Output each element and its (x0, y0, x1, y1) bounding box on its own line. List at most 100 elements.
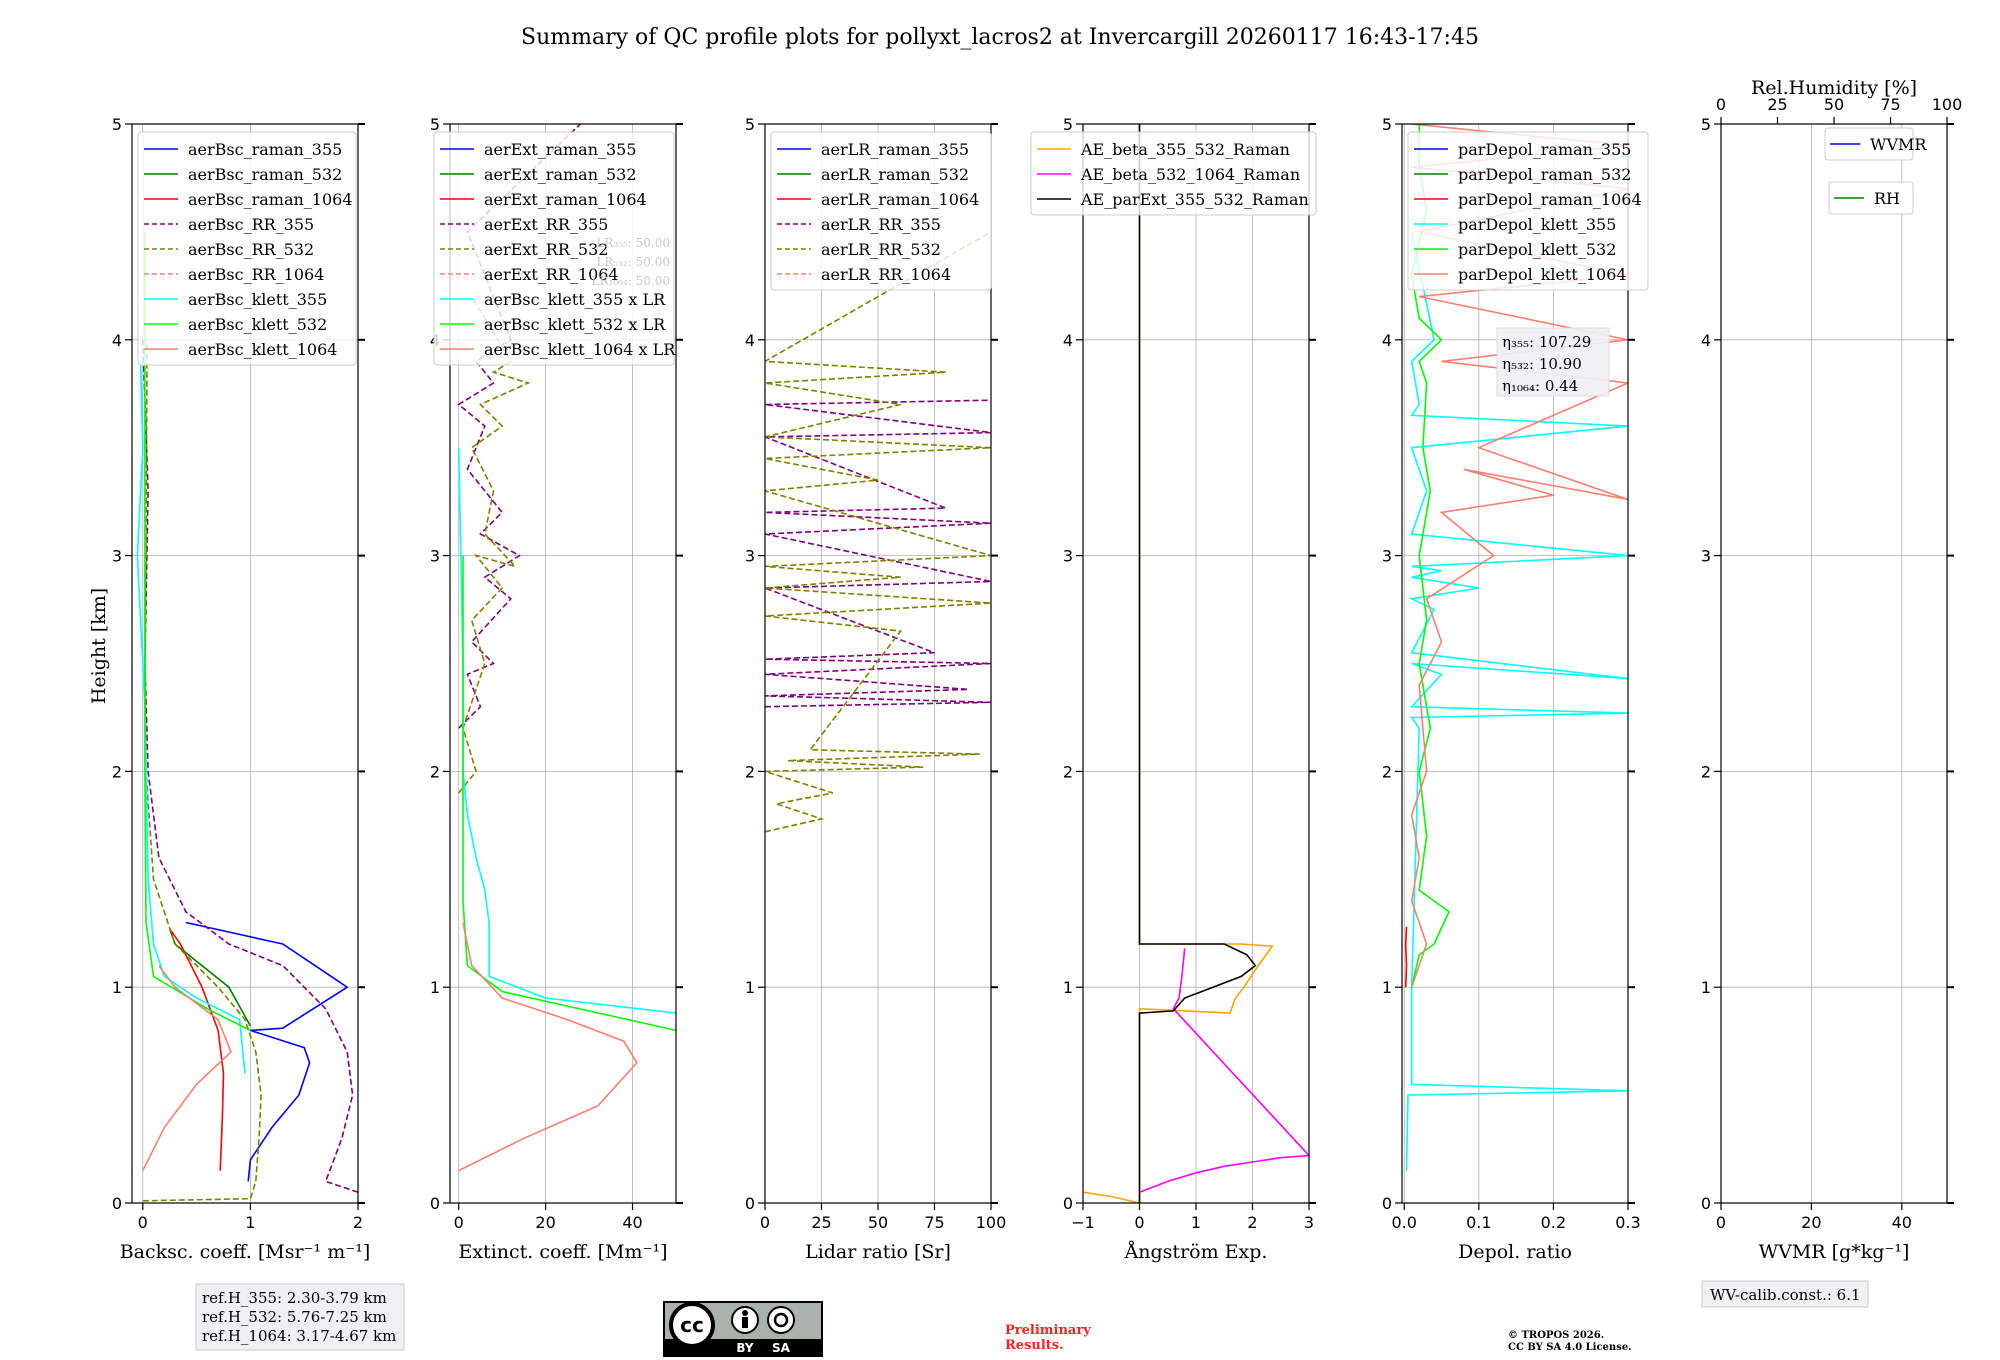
y-tick-label: 2 (1382, 762, 1392, 781)
legend-label: aerLR_raman_532 (821, 165, 969, 184)
x-tick-label: 40 (1892, 1213, 1912, 1232)
y-tick-label: 5 (112, 115, 122, 134)
legend-label: parDepol_raman_355 (1458, 140, 1631, 159)
top-x-tick-label: 75 (1880, 95, 1900, 114)
y-tick-label: 1 (1701, 978, 1711, 997)
y-tick-label: 1 (1382, 978, 1392, 997)
series-aerbsc-raman-1064 (169, 928, 225, 1171)
legend-label: parDepol_raman_1064 (1458, 190, 1642, 209)
x-tick-label: 2 (353, 1213, 363, 1232)
y-tick-label: 5 (1382, 115, 1392, 134)
legend-label: aerExt_RR_532 (484, 240, 608, 259)
y-tick-label: 0 (430, 1194, 440, 1213)
legend-label: aerBsc_RR_355 (188, 215, 314, 234)
y-tick-label: 2 (1063, 762, 1073, 781)
lr-note: LR₅₃₂: 50.00 (596, 255, 670, 269)
copyright-line1: © TROPOS 2026. (1508, 1330, 1604, 1341)
legend-label: AE_beta_355_532_Raman (1080, 140, 1290, 159)
legend-label: aerBsc_klett_355 (188, 290, 327, 309)
ref-height-532: ref.H_532: 5.76-7.25 km (202, 1308, 387, 1326)
legend-label: parDepol_raman_532 (1458, 165, 1631, 184)
panel-wvmr: 0 20 40 0 1 2 3 4 5 WVMR [g*kg⁻¹] 0 25 50 75 100 Rel.Hu… (1701, 77, 1962, 1263)
series-ae-beta-532-1064-raman (1139, 948, 1309, 1193)
y-tick-label: 5 (745, 115, 755, 134)
legend-label: aerBsc_klett_1064 x LR (484, 340, 676, 359)
cc-logo-text: cc (680, 1313, 704, 1337)
axes-frame (449, 123, 677, 1204)
y-tick-label: 0 (1063, 1194, 1073, 1213)
legend-label: aerLR_raman_1064 (821, 190, 979, 209)
x-tick-label: 40 (622, 1213, 642, 1232)
ref-height-1064: ref.H_1064: 3.17-4.67 km (202, 1327, 396, 1345)
x-tick-label: 0 (1134, 1213, 1144, 1232)
legend-label: aerLR_RR_532 (821, 240, 941, 259)
y-tick-label: 1 (1063, 978, 1073, 997)
y-tick-label: 3 (430, 547, 440, 566)
y-tick-label: 4 (745, 331, 755, 350)
y-tick-label: 2 (1701, 762, 1711, 781)
eta-box (1496, 327, 1610, 397)
series-aerlr-rr-355 (765, 399, 991, 708)
x-tick-label: 0 (138, 1213, 148, 1232)
y-tick-label: 2 (745, 762, 755, 781)
legend-label: AE_beta_532_1064_Raman (1080, 165, 1300, 184)
axes-frame (1720, 123, 1948, 1204)
y-tick-label: 4 (112, 331, 122, 350)
panel-depol: 0.0 0.1 0.2 0.3 0 1 2 3 4 5 Depol. ratio parDepol_r… (1382, 115, 1649, 1263)
x-tick-label: 0.1 (1466, 1213, 1491, 1232)
top-x-tick-label: 0 (1716, 95, 1726, 114)
legend-box (433, 131, 675, 366)
x-tick-label: 0.3 (1615, 1213, 1640, 1232)
top-x-tick-label: 25 (1767, 95, 1787, 114)
legend-label: aerBsc_klett_532 x LR (484, 315, 666, 334)
y-tick-label: 3 (1701, 547, 1711, 566)
y-tick-label: 0 (1382, 1194, 1392, 1213)
series-aerbsc-klett-355 (136, 361, 246, 1074)
sa-share-icon (767, 1306, 795, 1334)
y-tick-label: 2 (112, 762, 122, 781)
legend-label: aerLR_raman_355 (821, 140, 969, 159)
legend-box (770, 131, 992, 291)
eta-note: η₅₃₂: 10.90 (1502, 355, 1582, 373)
series-aerlr-rr-532 (765, 231, 991, 833)
panel-lidar_ratio: 0 25 50 75 100 0 1 2 3 4 5 Lidar ratio [Sr] aerLR_ra… (745, 115, 1006, 1263)
legend-label: aerBsc_RR_1064 (188, 265, 324, 284)
top-x-axis-label: Rel.Humidity [%] (1751, 77, 1917, 99)
y-tick-label: 0 (745, 1194, 755, 1213)
series-aerbsc-klett-355-x-lr (457, 447, 676, 1014)
x-tick-label: 100 (976, 1213, 1007, 1232)
x-tick-label: 1 (245, 1213, 255, 1232)
y-tick-label: 5 (1063, 115, 1073, 134)
lr-note: LR₃₅₅: 50.00 (596, 236, 670, 250)
series-aerext-rr-532 (458, 296, 531, 794)
top-x-tick-label: 50 (1824, 95, 1844, 114)
top-x-tick-label: 100 (1932, 95, 1963, 114)
legend-label: aerExt_raman_1064 (484, 190, 647, 209)
legend-label: WVMR (1870, 135, 1927, 154)
legend-label: aerBsc_raman_355 (188, 140, 342, 159)
copyright-line2: CC BY SA 4.0 License. (1508, 1342, 1632, 1353)
preliminary-results-line1: Preliminary (1005, 1323, 1091, 1338)
legend-label: aerBsc_raman_532 (188, 165, 342, 184)
cc-license-badge: cc BY SA (663, 1301, 823, 1357)
axes-frame (1401, 123, 1629, 1204)
series-ae-parext-355-532-raman (1138, 124, 1257, 1203)
y-axis-label: Height [km] (88, 588, 110, 704)
x-axis-label: Ångström Exp. (1124, 1241, 1268, 1263)
x-axis-label: Lidar ratio [Sr] (805, 1241, 951, 1263)
legend-label: aerBsc_klett_532 (188, 315, 327, 334)
legend-label: parDepol_klett_532 (1458, 240, 1616, 259)
ref-height-355: ref.H_355: 2.30-3.79 km (202, 1289, 387, 1307)
legend-label: aerLR_RR_355 (821, 215, 941, 234)
series-aerbsc-klett-532-x-lr (462, 555, 676, 1032)
figure-title: Summary of QC profile plots for pollyxt_… (521, 25, 1479, 50)
y-tick-label: 3 (1063, 547, 1073, 566)
by-label: BY (736, 1341, 753, 1355)
x-tick-label: 2 (1247, 1213, 1257, 1232)
legend-label: aerExt_RR_355 (484, 215, 608, 234)
y-tick-label: 5 (430, 115, 440, 134)
legend-box (137, 131, 357, 366)
panel-extinction: 02040012345Extinct. coeff. [Mm⁻¹]aerExt_… (430, 115, 683, 1263)
y-tick-label: 4 (1063, 331, 1073, 350)
